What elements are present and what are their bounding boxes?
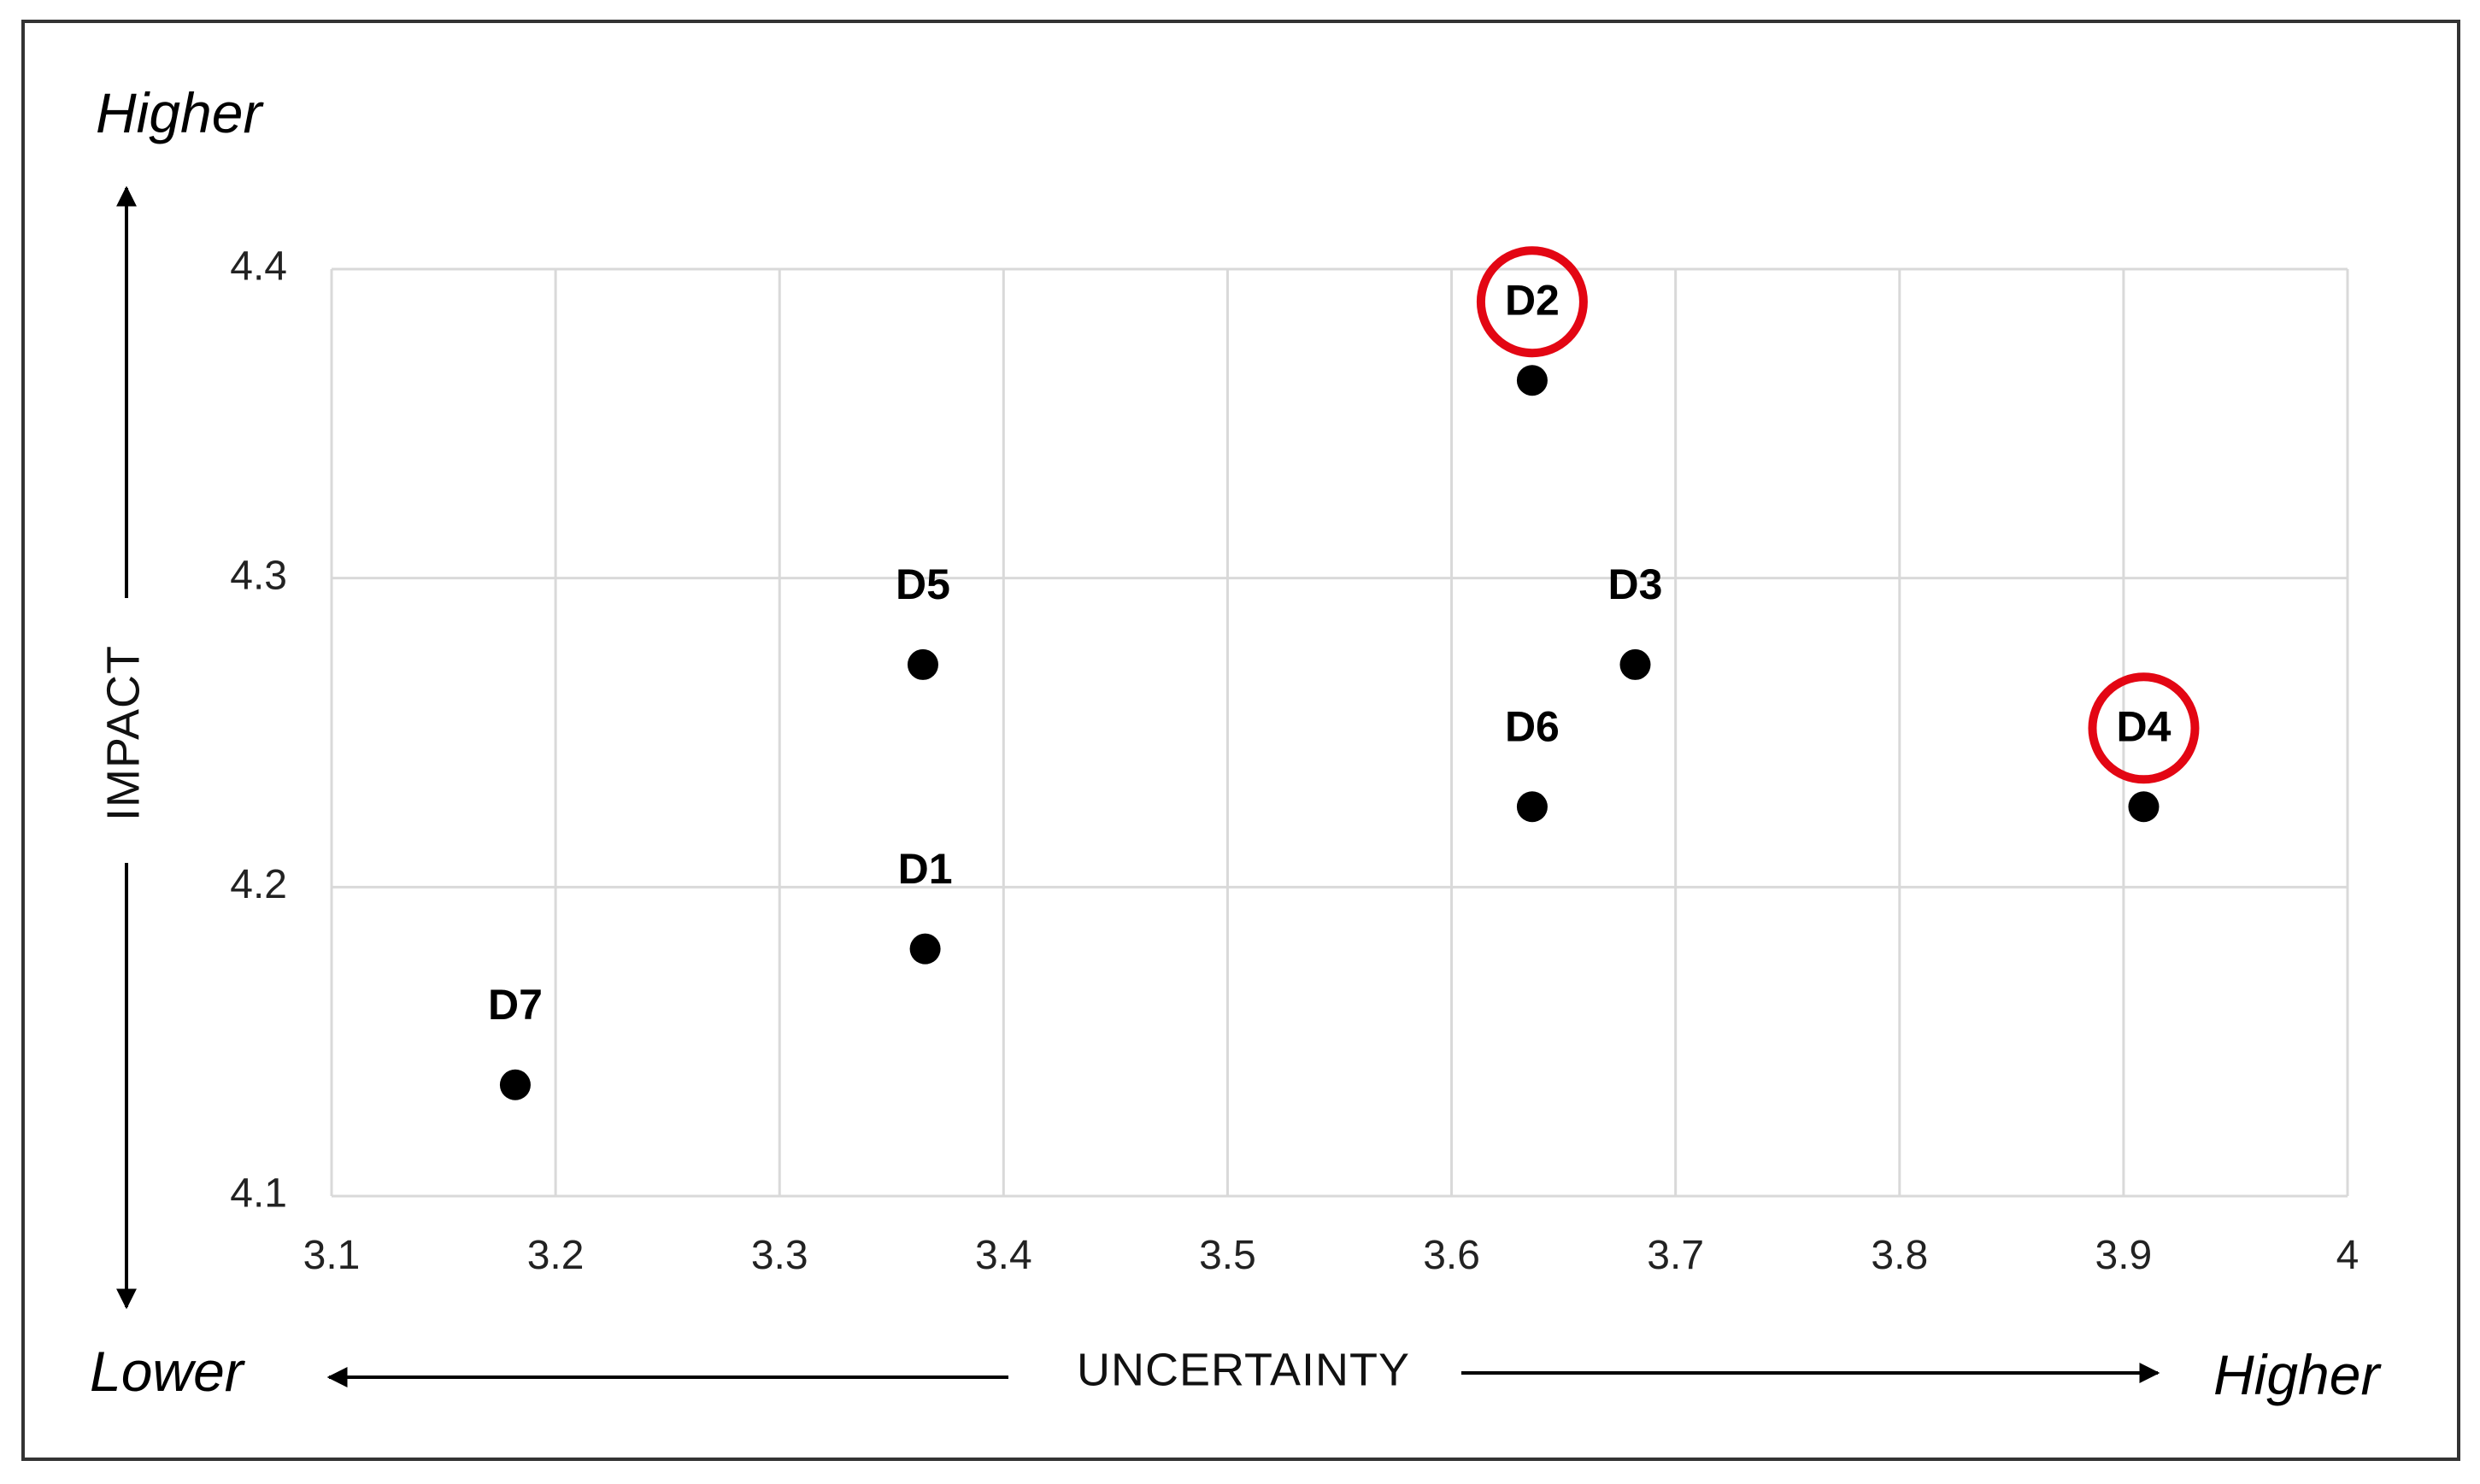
y-tick-label: 4.3 bbox=[230, 553, 287, 598]
highlight-ring-d2 bbox=[1476, 246, 1588, 358]
data-points: D1 D2 D3 D4 D5 D6 D7 bbox=[488, 246, 2200, 1100]
highlight-ring-d4 bbox=[2088, 672, 2200, 784]
x-tick-label: 3.7 bbox=[1647, 1233, 1704, 1278]
x-tick-label: 3.5 bbox=[1199, 1233, 1256, 1278]
y-axis-ticks: 4.1 4.2 4.3 4.4 bbox=[230, 244, 287, 1217]
x-tick-label: 3.9 bbox=[2095, 1233, 2153, 1278]
x-tick-label: 4 bbox=[2336, 1233, 2360, 1278]
x-high-label: Higher bbox=[2213, 1343, 2382, 1406]
y-tick-label: 4.2 bbox=[230, 862, 287, 907]
x-tick-label: 3.3 bbox=[751, 1233, 808, 1278]
x-axis-ticks: 3.1 3.2 3.3 3.4 3.5 3.6 3.7 3.8 3.9 4 bbox=[303, 1233, 2360, 1278]
data-point-d5 bbox=[907, 648, 938, 680]
y-axis-title: IMPACT bbox=[97, 645, 149, 821]
data-point-d2 bbox=[1516, 365, 1548, 396]
y-tick-label: 4.4 bbox=[230, 244, 287, 290]
data-label-d4: D4 bbox=[2117, 703, 2171, 751]
figure-frame bbox=[21, 20, 2460, 1461]
x-tick-label: 3.6 bbox=[1423, 1233, 1480, 1278]
data-point-d3 bbox=[1619, 648, 1651, 680]
data-label-d1: D1 bbox=[898, 845, 953, 893]
data-label-d3: D3 bbox=[1608, 560, 1663, 608]
x-tick-label: 3.1 bbox=[303, 1233, 361, 1278]
x-tick-label: 3.8 bbox=[1871, 1233, 1928, 1278]
data-label-d7: D7 bbox=[488, 981, 543, 1029]
x-tick-label: 3.4 bbox=[975, 1233, 1032, 1278]
y-tick-label: 4.1 bbox=[230, 1171, 287, 1217]
x-low-label: Lower bbox=[90, 1340, 246, 1403]
data-point-d1 bbox=[909, 933, 941, 965]
grid-lines bbox=[330, 267, 2349, 1198]
data-label-d2: D2 bbox=[1505, 276, 1560, 324]
data-point-d4 bbox=[2128, 791, 2160, 823]
x-axis-title: UNCERTAINTY bbox=[1077, 1344, 1410, 1395]
data-point-d7 bbox=[499, 1069, 531, 1100]
x-tick-label: 3.2 bbox=[527, 1233, 585, 1278]
data-label-d6: D6 bbox=[1505, 703, 1560, 751]
data-label-d5: D5 bbox=[896, 560, 950, 608]
data-point-d6 bbox=[1516, 791, 1548, 823]
y-high-label: Higher bbox=[96, 81, 264, 144]
